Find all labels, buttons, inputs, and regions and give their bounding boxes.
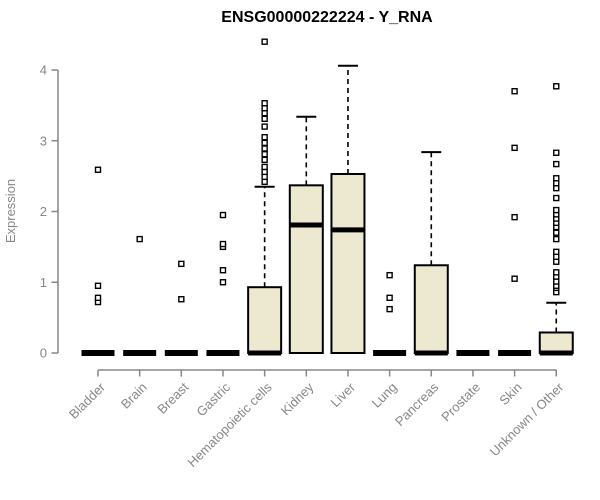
outlier-point xyxy=(261,109,268,117)
boxplot-liver xyxy=(330,64,366,354)
x-category-label: Skin xyxy=(496,380,524,408)
outlier-point xyxy=(261,123,268,130)
outlier-point xyxy=(553,269,560,276)
outlier-point xyxy=(261,139,268,147)
y-tick-label: 1 xyxy=(40,275,47,290)
boxplot-hematopoietic-cells xyxy=(247,38,283,356)
outlier-point xyxy=(261,156,268,164)
outlier-point xyxy=(386,294,393,302)
outlier-point xyxy=(553,175,560,182)
outlier-point xyxy=(136,235,143,243)
outlier-point xyxy=(261,134,268,141)
outlier-point xyxy=(511,213,518,221)
x-category-label: Brain xyxy=(118,380,150,412)
outlier-point xyxy=(386,305,393,313)
outlier-point xyxy=(553,253,560,260)
outlier-point xyxy=(553,149,560,156)
outlier-point xyxy=(553,235,560,243)
outlier-point xyxy=(511,275,518,282)
outlier-point xyxy=(94,294,102,302)
outlier-point xyxy=(553,194,560,202)
outlier-point xyxy=(386,271,393,279)
iqr-box xyxy=(538,331,574,355)
outlier-point xyxy=(553,278,560,285)
outlier-point xyxy=(553,248,560,256)
outlier-point xyxy=(261,163,268,171)
outlier-point xyxy=(553,206,560,214)
zero-box-bar xyxy=(373,350,407,356)
zero-box-bar xyxy=(206,350,240,356)
outlier-point xyxy=(261,173,268,181)
outlier-point xyxy=(261,145,268,152)
zero-box-bar xyxy=(81,350,115,356)
outlier-point xyxy=(261,150,268,158)
outlier-point xyxy=(94,282,102,289)
x-category-label: Breast xyxy=(154,379,191,416)
y-tick-label: 2 xyxy=(40,204,47,219)
iqr-box xyxy=(288,184,324,354)
outlier-point xyxy=(261,178,268,185)
zero-box-bar xyxy=(123,350,157,356)
outlier-point xyxy=(178,260,185,268)
x-category-label: Kidney xyxy=(278,379,317,418)
boxplot-kidney xyxy=(288,115,324,354)
outlier-point xyxy=(94,166,102,173)
outlier-point xyxy=(553,184,560,192)
outlier-point xyxy=(553,160,560,168)
boxplot-brain xyxy=(123,235,157,356)
x-category-label: Bladder xyxy=(66,379,109,422)
outlier-point xyxy=(553,83,560,90)
y-tick-label: 3 xyxy=(40,133,47,148)
outlier-point xyxy=(219,267,227,274)
iqr-box xyxy=(330,173,366,354)
x-category-label: Unknown / Other xyxy=(487,379,567,459)
boxplot-breast xyxy=(164,260,198,356)
x-category-label: Prostate xyxy=(438,380,483,425)
chart-title: ENSG00000222224 - Y_RNA xyxy=(221,9,433,26)
outlier-point xyxy=(219,211,227,219)
boxplot-unknown-other xyxy=(538,83,574,356)
outlier-point xyxy=(261,115,268,123)
y-axis-title: Expression xyxy=(3,179,18,243)
y-tick-label: 0 xyxy=(40,346,47,361)
outlier-point xyxy=(553,258,560,265)
y-tick-label: 4 xyxy=(40,63,47,78)
x-category-label: Liver xyxy=(328,379,359,410)
outlier-point xyxy=(553,179,560,187)
x-category-label: Pancreas xyxy=(392,379,442,429)
boxplot-lung xyxy=(373,271,407,356)
outlier-point xyxy=(261,100,268,107)
zero-box-bar xyxy=(164,350,198,356)
outlier-point xyxy=(178,296,185,303)
outlier-point xyxy=(261,105,268,112)
outlier-point xyxy=(511,88,518,95)
zero-box-bar xyxy=(498,350,532,356)
outlier-point xyxy=(553,229,560,236)
y-axis: 0 1 2 3 4 xyxy=(40,63,59,361)
boxplot-gastric xyxy=(206,211,240,356)
boxplot-skin xyxy=(498,88,532,356)
zero-box-bar xyxy=(456,350,490,356)
outlier-point xyxy=(261,168,268,176)
iqr-box xyxy=(247,286,283,355)
iqr-box xyxy=(413,264,449,354)
x-category-label: Lung xyxy=(369,380,400,411)
boxplot-prostate xyxy=(456,350,490,356)
outlier-point xyxy=(219,279,227,286)
outlier-point xyxy=(261,38,268,45)
boxplot-bladder xyxy=(81,166,115,356)
boxes-layer xyxy=(81,38,574,356)
boxplot-pancreas xyxy=(413,151,449,356)
outlier-point xyxy=(511,144,518,152)
outlier-point xyxy=(219,240,227,248)
x-category-label: Gastric xyxy=(193,379,233,419)
